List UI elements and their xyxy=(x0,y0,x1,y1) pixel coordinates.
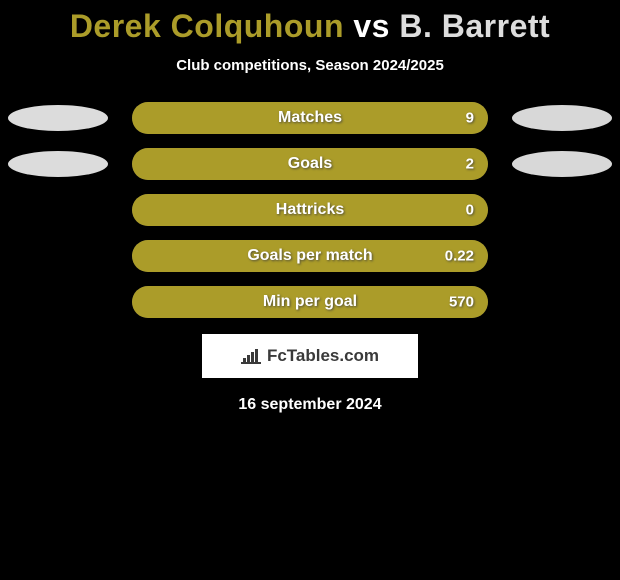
date: 16 september 2024 xyxy=(0,396,620,414)
title: Derek Colquhoun vs B. Barrett xyxy=(0,8,620,45)
bar-label: Min per goal xyxy=(263,293,357,311)
logo-text: FcTables.com xyxy=(267,346,379,366)
right-ellipse xyxy=(512,151,612,177)
player1-name: Derek Colquhoun xyxy=(70,8,344,44)
vs-text: vs xyxy=(353,8,390,44)
stat-bar: Hattricks 0 xyxy=(132,194,488,226)
left-ellipse xyxy=(8,105,108,131)
bar-value: 570 xyxy=(449,294,474,311)
bar-value: 9 xyxy=(466,110,474,127)
bar-label: Matches xyxy=(278,109,342,127)
right-ellipse xyxy=(512,289,612,315)
bar-label: Goals xyxy=(288,155,332,173)
stat-bar: Goals 2 xyxy=(132,148,488,180)
bar-value: 0.22 xyxy=(445,248,474,265)
stat-row: Min per goal 570 xyxy=(0,286,620,318)
player2-name: B. Barrett xyxy=(399,8,550,44)
stat-bar: Matches 9 xyxy=(132,102,488,134)
stat-rows: Matches 9 Goals 2 Hattricks 0 Goals per match 0… xyxy=(0,102,620,318)
left-ellipse xyxy=(8,289,108,315)
left-ellipse xyxy=(8,197,108,223)
subtitle: Club competitions, Season 2024/2025 xyxy=(0,57,620,74)
left-ellipse xyxy=(8,243,108,269)
bar-label: Goals per match xyxy=(247,247,372,265)
left-ellipse xyxy=(8,151,108,177)
logo-box: FcTables.com xyxy=(202,334,418,378)
stat-row: Goals 2 xyxy=(0,148,620,180)
bar-value: 2 xyxy=(466,156,474,173)
stat-row: Hattricks 0 xyxy=(0,194,620,226)
logo: FcTables.com xyxy=(241,346,379,366)
bar-value: 0 xyxy=(466,202,474,219)
stat-row: Matches 9 xyxy=(0,102,620,134)
right-ellipse xyxy=(512,197,612,223)
comparison-infographic: Derek Colquhoun vs B. Barrett Club compe… xyxy=(0,0,620,414)
barchart-icon xyxy=(241,348,261,364)
right-ellipse xyxy=(512,105,612,131)
stat-bar: Min per goal 570 xyxy=(132,286,488,318)
right-ellipse xyxy=(512,243,612,269)
stat-row: Goals per match 0.22 xyxy=(0,240,620,272)
bar-label: Hattricks xyxy=(276,201,344,219)
stat-bar: Goals per match 0.22 xyxy=(132,240,488,272)
